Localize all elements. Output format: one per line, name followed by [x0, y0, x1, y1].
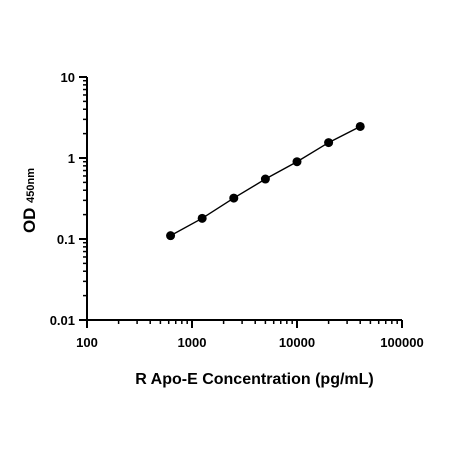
- y-axis-title-sub: 450nm: [25, 168, 37, 203]
- x-ticks: 100 1000 10000 100000: [76, 320, 424, 350]
- data-point: [166, 231, 176, 241]
- data-point: [197, 213, 207, 223]
- data-point: [355, 121, 365, 131]
- y-ticks: 0.01 0.1 1 10: [50, 70, 87, 328]
- x-tick-label: 1000: [178, 335, 207, 350]
- y-tick-label: 1: [68, 151, 75, 166]
- plot-area: [166, 121, 365, 241]
- x-tick-label: 100: [76, 335, 98, 350]
- y-axis-title: OD 450nm: [20, 168, 39, 233]
- y-tick-label: 0.1: [57, 232, 75, 247]
- data-point: [292, 157, 302, 167]
- axes: [86, 77, 402, 321]
- data-point: [260, 174, 270, 184]
- x-axis-title: R Apo-E Concentration (pg/mL): [135, 371, 374, 388]
- data-point: [324, 138, 334, 148]
- y-tick-label: 10: [61, 70, 75, 85]
- y-axis-title-main: OD: [20, 208, 39, 234]
- x-tick-label: 10000: [279, 335, 315, 350]
- y-tick-label: 0.01: [50, 313, 75, 328]
- data-point: [229, 193, 239, 203]
- x-tick-label: 100000: [380, 335, 423, 350]
